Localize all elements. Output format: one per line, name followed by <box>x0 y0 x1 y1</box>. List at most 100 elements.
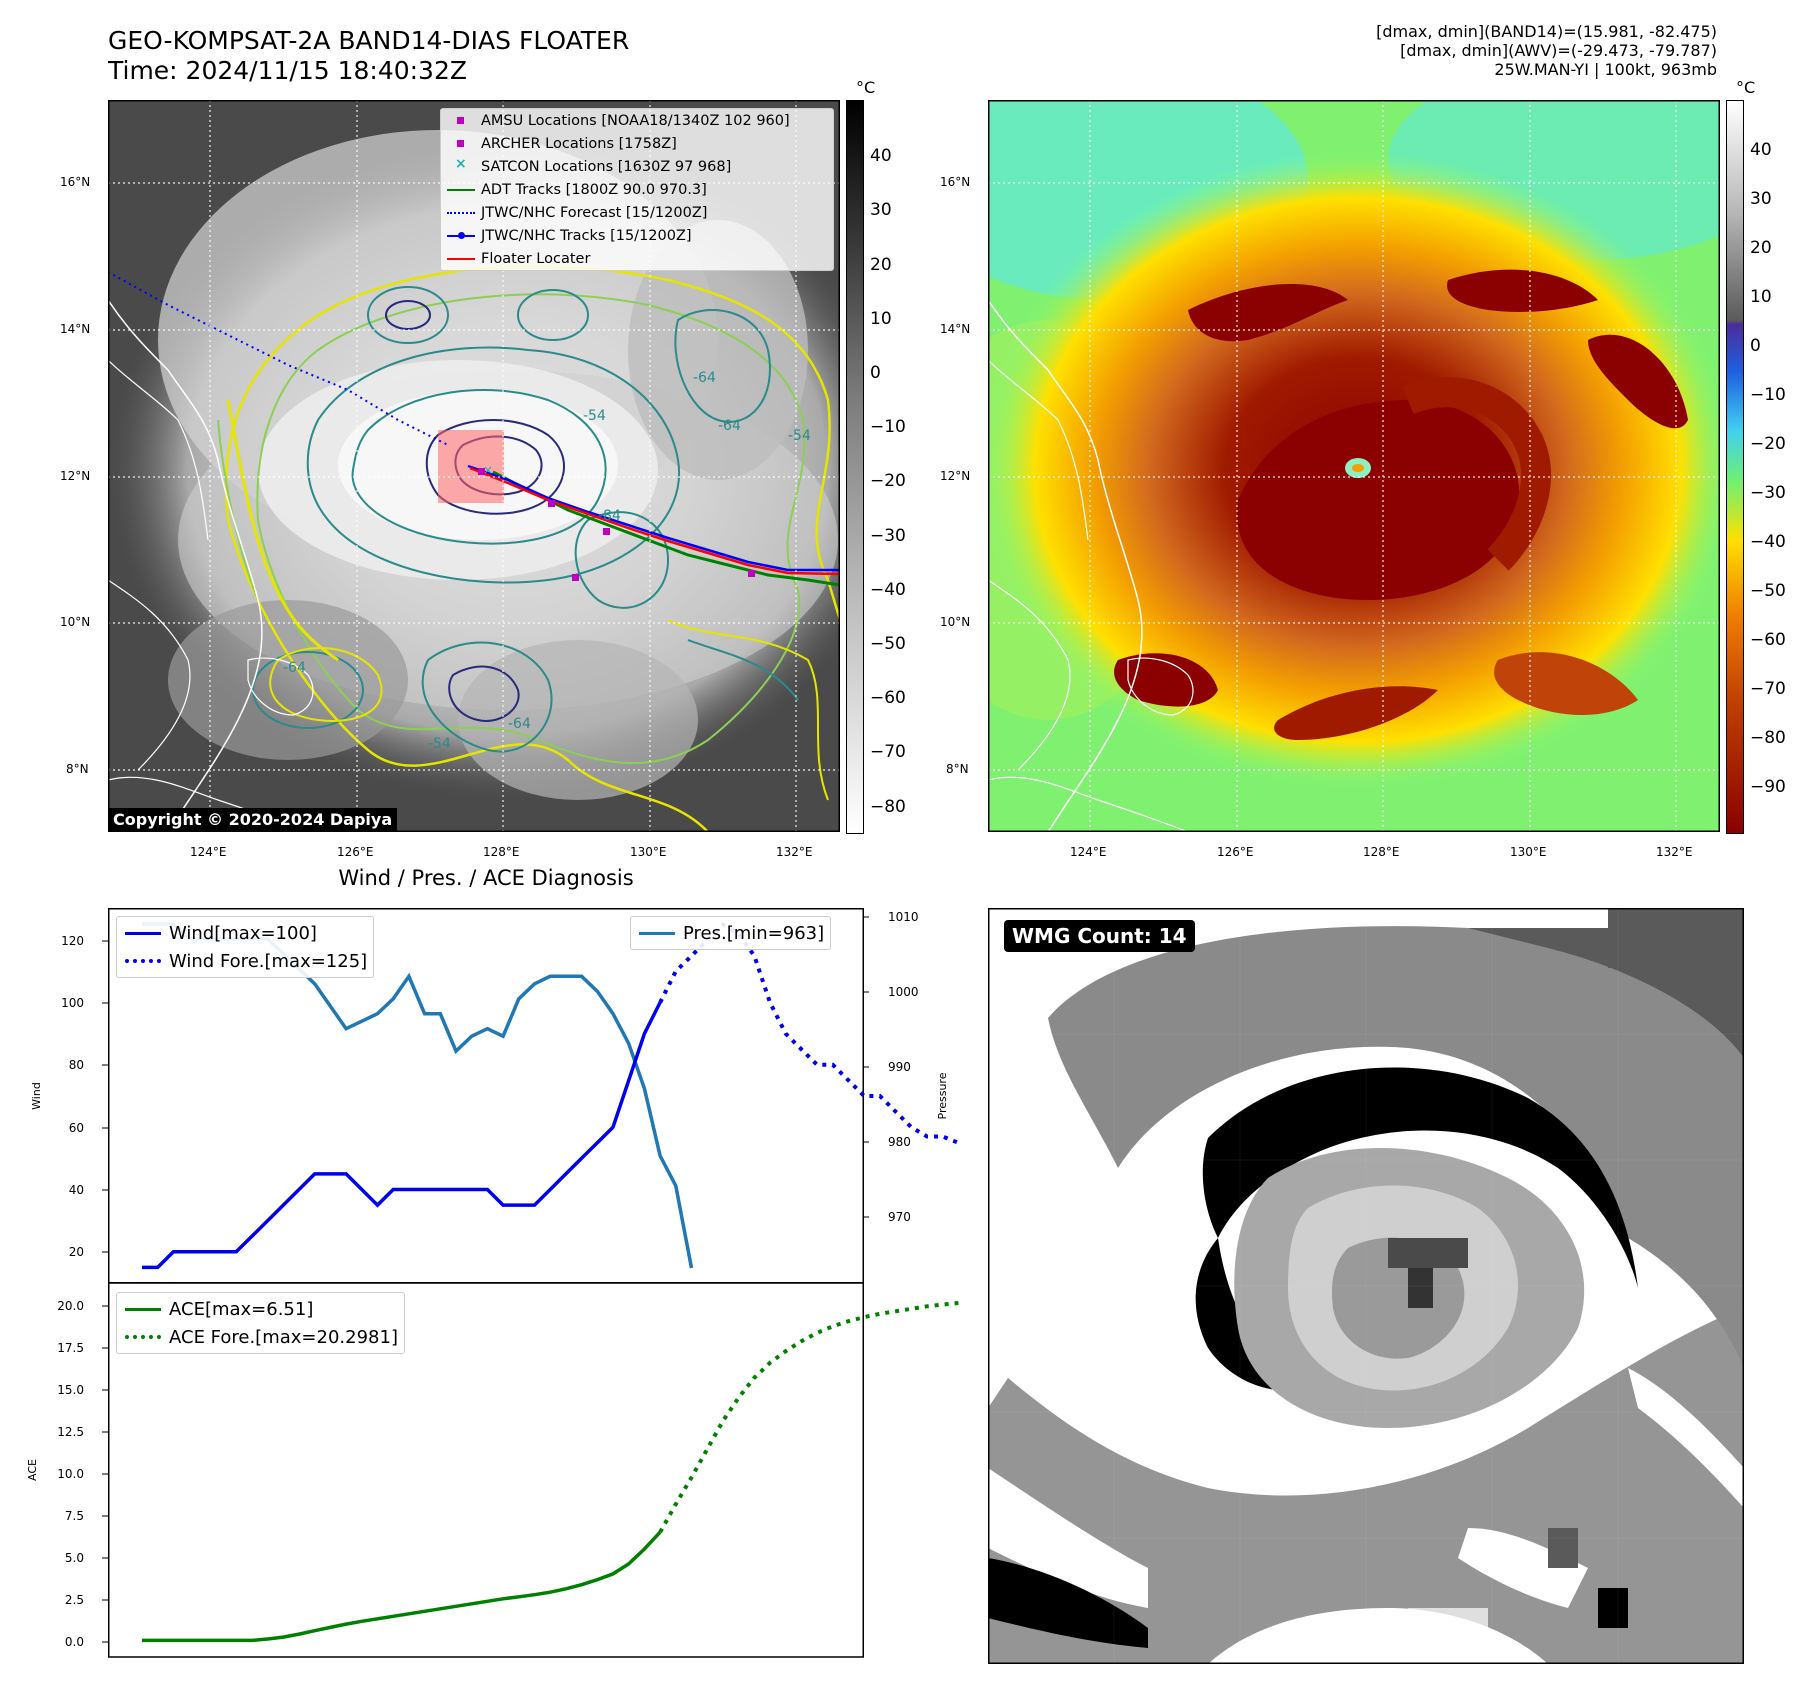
colorbar-tick: −20 <box>1750 434 1786 454</box>
solid-line-icon <box>125 1308 161 1311</box>
svg-text:×: × <box>483 463 493 477</box>
wmg-panel <box>988 908 1744 1664</box>
colorbar-tick: 30 <box>1750 189 1772 209</box>
legend-item-ace-forecast: ACE Fore.[max=20.2981] <box>117 1323 398 1351</box>
legend-label: Floater Locater <box>481 250 591 267</box>
svg-text:80: 80 <box>69 1058 84 1072</box>
svg-text:0.0: 0.0 <box>65 1635 84 1649</box>
svg-text:60: 60 <box>69 1121 84 1135</box>
legend-label: Wind[max=100] <box>169 922 317 944</box>
dotted-line-icon <box>125 959 161 963</box>
series-wind-forecast-line <box>658 922 960 1145</box>
square-marker-icon <box>457 117 464 124</box>
colorbar-tick: −70 <box>870 742 906 762</box>
colorbar-tick: −10 <box>870 417 906 437</box>
svg-text:20.0: 20.0 <box>57 1299 84 1313</box>
colorbar-tick: −80 <box>1750 728 1786 748</box>
solid-line-icon <box>125 932 161 935</box>
figure-title: GEO-KOMPSAT-2A BAND14-DIAS FLOATER Time:… <box>108 26 629 86</box>
wind-tick: 80 <box>69 1058 108 1072</box>
svg-text:2.5: 2.5 <box>65 1593 84 1607</box>
lat-label: 8°N <box>66 762 89 776</box>
legend-label: JTWC/NHC Forecast [15/1200Z] <box>481 204 708 221</box>
lon-label: 124°E <box>190 845 227 859</box>
colorbar-tick: 40 <box>870 146 892 166</box>
solid-line-icon <box>447 258 475 260</box>
lat-label: 8°N <box>946 762 969 776</box>
map-legend: AMSU Locations [NOAA18/1340Z 102 960] AR… <box>440 108 834 271</box>
svg-text:100: 100 <box>61 996 84 1010</box>
svg-text:970: 970 <box>888 1210 911 1224</box>
colorbar-tick: 0 <box>870 363 881 383</box>
legend-item-floater: Floater Locater <box>441 247 833 270</box>
colorbar-tick: −90 <box>1750 777 1786 797</box>
ace-tick: 17.5 <box>57 1341 108 1355</box>
ace-tick: 12.5 <box>57 1425 108 1439</box>
ace-tick: 10.0 <box>57 1467 108 1481</box>
lat-label: 16°N <box>60 175 91 189</box>
lat-label: 14°N <box>60 322 91 336</box>
wind-tick: 60 <box>69 1121 108 1135</box>
svg-text:7.5: 7.5 <box>65 1509 84 1523</box>
legend-item-ace: ACE[max=6.51] <box>117 1295 398 1323</box>
legend-label: ARCHER Locations [1758Z] <box>481 135 677 152</box>
color-ir-map-panel <box>988 100 1720 832</box>
colorbar-tick: −40 <box>1750 532 1786 552</box>
svg-text:15.0: 15.0 <box>57 1383 84 1397</box>
colorbar-unit: °C <box>1736 78 1756 97</box>
svg-text:5.0: 5.0 <box>65 1551 84 1565</box>
legend-label: SATCON Locations [1630Z 97 968] <box>481 158 732 175</box>
title-line-2: Time: 2024/11/15 18:40:32Z <box>108 56 467 85</box>
diagnosis-chart: 120 100 80 60 40 20 1010 1000 990 980 97… <box>26 908 960 1658</box>
wind-tick: 40 <box>69 1183 108 1197</box>
colorbar-tick: −40 <box>870 580 906 600</box>
colorbar-unit: °C <box>856 78 876 97</box>
contour-label: -64 <box>283 660 306 676</box>
wind-axis-label: Wind <box>30 1082 43 1110</box>
colorbar-tick: −80 <box>870 797 906 817</box>
ace-tick: 20.0 <box>57 1299 108 1313</box>
svg-text:1010: 1010 <box>888 910 919 924</box>
svg-text:10.0: 10.0 <box>57 1467 84 1481</box>
legend-label: ACE Fore.[max=20.2981] <box>169 1326 398 1348</box>
ace-tick: 0.0 <box>65 1635 108 1649</box>
contour-label: -54 <box>583 408 606 424</box>
colorbar-tick: −50 <box>1750 581 1786 601</box>
pressure-tick: 1000 <box>863 985 919 999</box>
legend-item-wind: Wind[max=100] <box>117 919 367 947</box>
colorbar-tick: −50 <box>870 634 906 654</box>
legend-item-adt: ADT Tracks [1800Z 90.0 970.3] <box>441 178 833 201</box>
solid-line-icon <box>447 189 475 191</box>
info-line-3: 25W.MAN-YI | 100kt, 963mb <box>1494 60 1717 79</box>
lat-label: 10°N <box>940 615 971 629</box>
colorbar-tick: 30 <box>870 200 892 220</box>
series-ace-forecast-line <box>658 1301 959 1534</box>
dotted-line-icon <box>125 1335 161 1339</box>
wind-tick: 20 <box>69 1245 108 1259</box>
contour-label: -64 <box>718 418 741 434</box>
colorbar-tick: −10 <box>1750 385 1786 405</box>
info-line-1: [dmax, dmin](BAND14)=(15.981, -82.475) <box>1376 22 1717 41</box>
wind-tick: 100 <box>61 996 108 1010</box>
legend-label: Pres.[min=963] <box>683 922 825 944</box>
pressure-tick: 1010 <box>863 910 919 924</box>
colorbar-tick: −20 <box>870 471 906 491</box>
diagnosis-title: Wind / Pres. / ACE Diagnosis <box>338 866 634 890</box>
svg-text:12.5: 12.5 <box>57 1425 84 1439</box>
series-wind-line <box>142 1001 662 1270</box>
pressure-legend: Pres.[min=963] <box>630 916 832 950</box>
lat-label: 16°N <box>940 175 971 189</box>
x-marker-icon: × <box>455 156 467 172</box>
lon-label: 130°E <box>630 845 667 859</box>
colorbar-tick: −60 <box>1750 630 1786 650</box>
svg-text:990: 990 <box>888 1060 911 1074</box>
lon-label: 132°E <box>776 845 813 859</box>
lat-label: 14°N <box>940 322 971 336</box>
colorbar-tick: 20 <box>870 255 892 275</box>
colorbar-color <box>1726 100 1744 834</box>
contour-label: -54 <box>428 736 451 752</box>
svg-text:980: 980 <box>888 1135 911 1149</box>
svg-text:1000: 1000 <box>888 985 919 999</box>
series-ace-line <box>142 1531 662 1643</box>
lon-label: 124°E <box>1070 845 1107 859</box>
